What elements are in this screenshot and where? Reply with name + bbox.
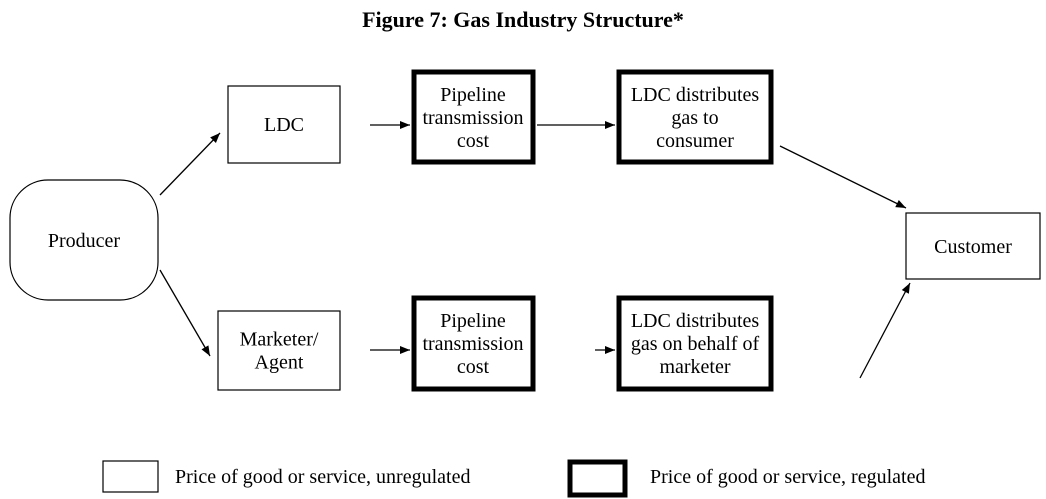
node-label: consumer (656, 130, 734, 152)
arrow (859, 282, 911, 379)
legend-swatch (102, 460, 159, 493)
node-box (616, 295, 774, 392)
node-box (905, 212, 1041, 280)
node-box (217, 310, 341, 391)
node-label: Marketer/ (240, 329, 319, 351)
node-label: transmission (422, 333, 523, 355)
node-label: cost (457, 130, 490, 152)
arrow (779, 145, 907, 209)
node-label: Customer (934, 236, 1012, 258)
node-label: LDC distributes (631, 310, 760, 332)
node-box (411, 295, 536, 392)
arrow (159, 269, 211, 357)
node-label: Pipeline (440, 84, 506, 106)
node-label: marketer (659, 356, 730, 378)
node-box (227, 85, 341, 164)
legend-swatch (567, 459, 628, 498)
legend-label: Price of good or service, unregulated (175, 466, 470, 488)
node-label: LDC distributes (631, 84, 760, 106)
node-label: gas on behalf of (631, 333, 760, 355)
node-label: transmission (422, 107, 523, 129)
node-label: LDC (264, 114, 304, 136)
node-label: Pipeline (440, 310, 506, 332)
node-label: gas to (671, 107, 718, 129)
node-label: Producer (48, 230, 121, 252)
title: Figure 7: Gas Industry Structure* (362, 7, 684, 32)
node-label: cost (457, 356, 490, 378)
node-label: Agent (255, 352, 304, 374)
node-box (411, 69, 536, 165)
legend-label: Price of good or service, regulated (650, 466, 925, 488)
node-box (616, 69, 774, 165)
node-box (9, 179, 159, 301)
arrow (159, 132, 221, 196)
